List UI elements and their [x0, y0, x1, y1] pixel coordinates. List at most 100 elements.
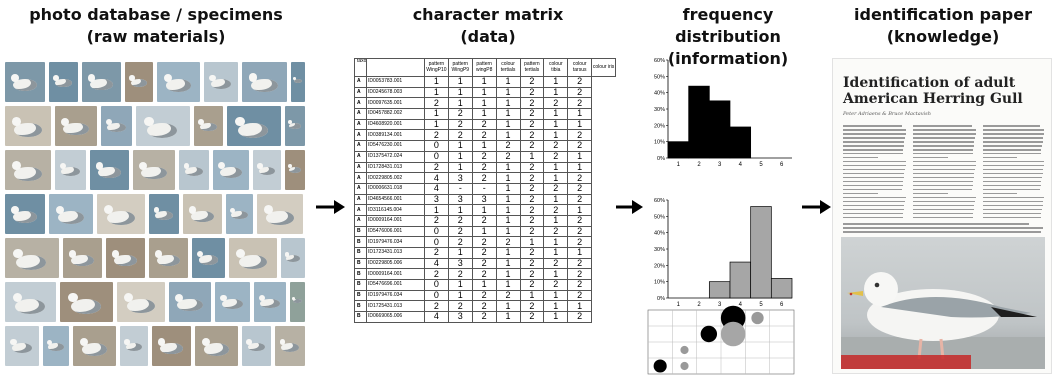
matrix-cell: 2: [519, 161, 545, 174]
text-line: [843, 156, 879, 159]
matrix-cell: 1: [567, 161, 593, 174]
text-line: [913, 180, 974, 183]
paper-text-column: [843, 125, 907, 221]
bar: [708, 281, 731, 299]
gull-head: [46, 339, 52, 345]
matrix-header-cell: pattern WingP9: [447, 58, 473, 77]
gull-photo-thumbnail: [195, 326, 238, 366]
gull-silhouette: [106, 210, 136, 226]
text-line: [913, 192, 949, 195]
table-row: A ID4608920.001 1 2 2 1 2 1 1: [354, 118, 616, 131]
gull-head: [139, 161, 148, 170]
right-arrow-icon: [802, 200, 831, 214]
matrix-cell: 1: [495, 76, 521, 88]
stage-title-line2: (raw materials): [86, 27, 226, 46]
matrix-cell: 1: [495, 311, 521, 323]
matrix-cell: 2: [519, 86, 545, 99]
matrix-header-cell: colour tarsus: [567, 58, 593, 77]
y-tick-label: 30%: [654, 107, 665, 113]
matrix-cell: 1: [495, 97, 521, 110]
gull-silhouette: [61, 166, 80, 177]
matrix-cell: 1: [543, 108, 569, 120]
table-row: B ID5476006.001 0 2 1 1 2 2 2: [354, 225, 616, 238]
matrix-cell: 2: [447, 300, 473, 313]
text-line: [843, 152, 903, 155]
matrix-cell: 2: [471, 236, 497, 248]
text-line: [843, 128, 907, 131]
text-line: [913, 156, 949, 159]
gull-silhouette: [237, 122, 268, 138]
gull-silhouette: [159, 342, 184, 355]
text-line: [843, 125, 902, 127]
gull-photo-thumbnail: [291, 62, 305, 102]
matrix-cell: 2: [519, 225, 545, 238]
y-tick-label: 10%: [654, 280, 665, 286]
gull-photo-thumbnail: [5, 238, 59, 278]
text-line: [913, 188, 972, 191]
text-line: [913, 128, 977, 131]
y-tick-label: 0%: [657, 156, 665, 162]
gull-silhouette: [247, 342, 266, 352]
matrix-cell: A: [354, 140, 367, 152]
gull-head: [144, 116, 154, 127]
gull-head: [284, 251, 290, 257]
gull-photo-thumbnail: [257, 194, 303, 234]
gull-photo-thumbnail: [204, 62, 238, 102]
y-tick-label: 20%: [654, 123, 665, 129]
matrix-cell: 1: [543, 268, 569, 281]
gull-head: [129, 75, 135, 81]
table-row: A ID0009164.001 2 2 2 1 2 1 2: [354, 214, 616, 227]
gull-silhouette: [14, 166, 42, 181]
bar: [770, 278, 793, 299]
right-arrow-icon: [614, 200, 643, 214]
matrix-cell: 2: [567, 86, 593, 99]
gull-silhouette: [203, 342, 230, 356]
gull-head: [111, 250, 120, 258]
gull-photo-thumbnail: [55, 150, 86, 190]
text-line: [983, 184, 1041, 187]
matrix-cell: 2: [519, 204, 545, 216]
gull-silhouette: [165, 78, 192, 92]
gull-silhouette: [146, 122, 177, 138]
gull-silhouette: [97, 166, 122, 179]
matrix-cell: ID1375472.024: [366, 150, 425, 163]
matrix-cell: 1: [543, 214, 569, 227]
text-line: [983, 144, 1042, 147]
matrix-cell: 1: [471, 86, 497, 99]
table-row: A ID0457882.002 1 2 1 1 2 1 1: [354, 108, 616, 120]
matrix-cell: 2: [519, 300, 545, 313]
gull-head: [235, 116, 245, 127]
x-tick-label: 2: [697, 302, 701, 308]
dot-point: [751, 311, 764, 325]
matrix-body: A ID0053783.001 1 1 1 1 2 1 2 A ID0245678.003 1 1 1 1 2…: [354, 76, 616, 323]
matrix-cell: A: [354, 204, 367, 216]
matrix-cell: 2: [543, 204, 569, 216]
text-line: [983, 152, 1041, 155]
matrix-cell: 1: [471, 225, 497, 238]
matrix-cell: B: [354, 289, 367, 302]
matrix-cell: 1: [447, 247, 473, 259]
matrix-cell: ID5476006.001: [366, 225, 425, 238]
text-line: [843, 188, 902, 191]
matrix-cell: 2: [567, 76, 593, 88]
table-row: A ID1375472.024 0 1 2 2 1 2 1: [354, 150, 616, 163]
matrix-cell: 1: [447, 86, 473, 99]
gull-photo-thumbnail: [215, 282, 250, 322]
table-row: A ID1728431.013 2 1 2 1 2 1 1: [354, 161, 616, 174]
gull-head: [197, 250, 204, 258]
table-row: A ID0389134.001 2 2 2 1 2 1 2: [354, 129, 616, 142]
gull-photo-thumbnail: [149, 194, 179, 234]
gull-photo-thumbnail: [285, 150, 305, 190]
x-tick-label: 1: [677, 302, 681, 308]
text-line: [913, 212, 974, 215]
text-line: [843, 160, 907, 163]
table-row: B ID1723431.013 2 1 2 1 2 1 1: [354, 247, 616, 259]
matrix-cell: 0: [424, 236, 449, 248]
gull-silhouette: [48, 342, 64, 351]
text-line: [913, 144, 974, 147]
table-row: A ID0229805.002 4 3 2 1 2 1 2: [354, 172, 616, 184]
gull-photo-thumbnail: [149, 238, 188, 278]
matrix-cell: ID3116145.004: [366, 204, 425, 216]
gull-photo-thumbnail: [136, 106, 190, 146]
matrix-cell: 2: [567, 279, 593, 291]
